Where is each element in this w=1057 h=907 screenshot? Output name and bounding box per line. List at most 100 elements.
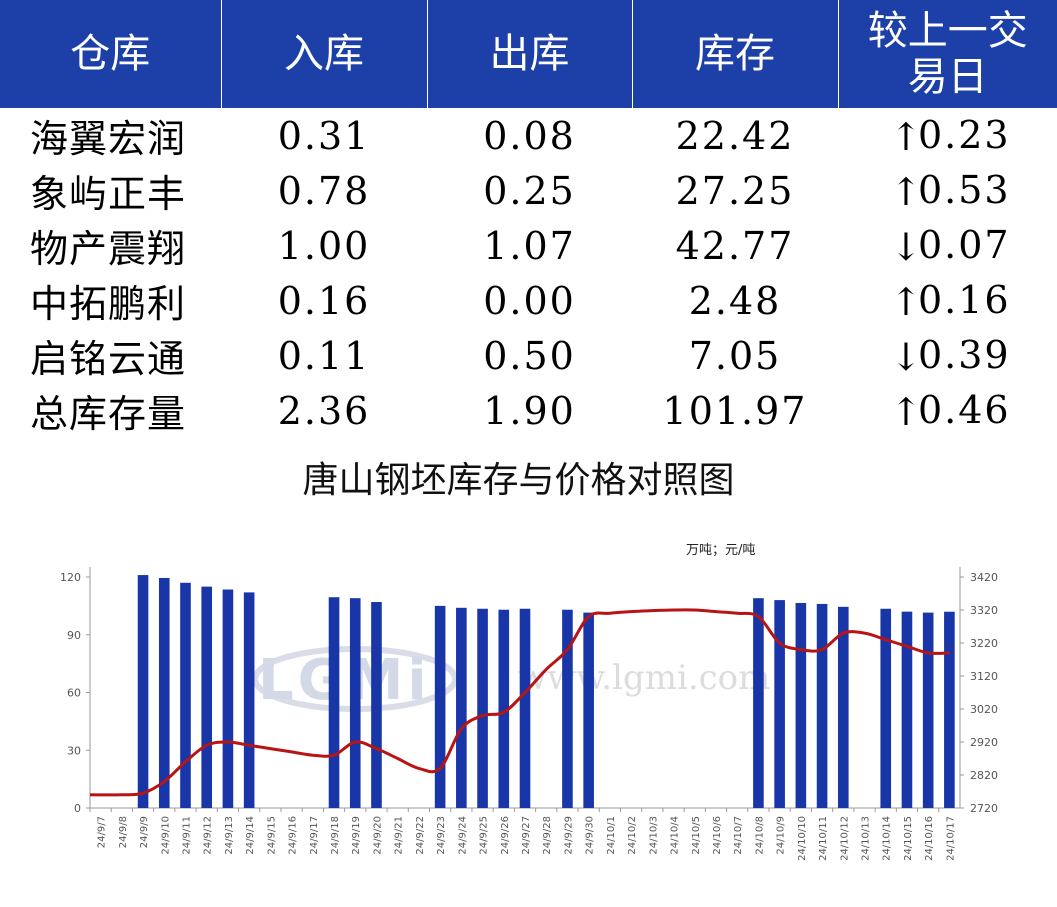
bar (944, 611, 955, 808)
bar (562, 609, 573, 808)
price-line (89, 608, 950, 797)
inbound-cell: 0.78 (277, 168, 371, 213)
change-value: 0.16 (918, 277, 1011, 322)
stock-cell: 101.97 (662, 388, 808, 433)
inbound-cell: 0.11 (277, 333, 371, 378)
x-tick-label: 24/10/2 (627, 816, 638, 855)
x-tick-label: 24/9/9 (139, 816, 150, 848)
bar (456, 607, 467, 808)
chart-section: 唐山钢坯库存与价格对照图 LGMi www.lgmi.com 万吨；元/吨 0 30 60… (0, 427, 1057, 907)
x-tick-label: 24/10/12 (839, 816, 850, 861)
change-cell: ↑0.46 (838, 383, 1057, 438)
chart-svg: LGMi www.lgmi.com 万吨；元/吨 0 30 60 90 120 2720 2820… (60, 543, 998, 861)
warehouse-name-cell: 启铭云通 (30, 337, 187, 381)
table-row: 海翼宏润 0.31 0.08 22.42 ↑0.23 (0, 108, 1057, 163)
bar (498, 609, 510, 808)
arrow-up-icon: ↑ (890, 114, 924, 159)
x-tick-label: 24/9/15 (266, 816, 277, 855)
x-tick-label: 24/9/20 (372, 816, 383, 855)
y-right-tick-label: 3220 (970, 637, 998, 650)
change-cell: ↑0.53 (838, 163, 1057, 218)
y-right-tick-label: 3320 (970, 604, 998, 617)
x-tick-label: 24/10/9 (776, 816, 787, 855)
x-tick-label: 24/10/4 (670, 816, 681, 855)
x-tick-label: 24/9/17 (309, 816, 320, 855)
table-header-row: 仓库 入库 出库 库存 较上一交 易日 (0, 0, 1057, 108)
inbound-cell: 1.00 (277, 223, 371, 268)
x-tick-label: 24/9/28 (542, 816, 553, 855)
x-tick-label: 24/9/24 (457, 816, 468, 855)
table-row: 中拓鹏利 0.16 0.00 2.48 ↑0.16 (0, 273, 1057, 328)
outbound-cell: 1.07 (483, 223, 576, 268)
outbound-cell: 0.25 (483, 168, 576, 213)
bar (201, 586, 213, 808)
table-row: 象屿正丰 0.78 0.25 27.25 ↑0.53 (0, 163, 1057, 218)
bar (371, 602, 382, 808)
warehouse-name-cell: 海翼宏润 (30, 117, 187, 161)
x-tick-label: 24/10/8 (754, 816, 765, 855)
x-tick-label: 24/9/30 (585, 816, 596, 855)
y-right-tick-label: 3120 (970, 670, 998, 683)
warehouse-name-cell: 总库存量 (30, 392, 187, 436)
x-tick-label: 24/10/6 (712, 816, 723, 855)
y-left-tick-label: 120 (60, 571, 81, 584)
x-tick-label: 24/9/14 (245, 816, 256, 855)
x-tick-label: 24/10/10 (797, 816, 808, 861)
x-tick-label: 24/9/27 (521, 816, 532, 855)
bar (477, 608, 488, 808)
bar (816, 603, 828, 808)
change-value: 0.39 (918, 332, 1011, 377)
bar (519, 608, 531, 808)
bar (795, 602, 807, 808)
y-left-tick-label: 90 (67, 629, 81, 642)
arrow-up-icon: ↑ (890, 279, 924, 324)
change-value: 0.07 (918, 222, 1011, 267)
warehouse-name-cell: 象屿正丰 (30, 172, 187, 216)
header-change: 较上一交 易日 (838, 0, 1057, 108)
bar (137, 575, 149, 808)
stock-cell: 42.77 (675, 223, 795, 268)
header-outbound: 出库 (427, 0, 633, 108)
x-tick-label: 24/9/8 (118, 816, 129, 848)
bar (774, 600, 785, 808)
y-left-tick-label: 0 (74, 802, 81, 815)
watermark-logo: LGMi (258, 648, 431, 713)
bar (158, 577, 170, 808)
change-cell: ↓0.39 (838, 328, 1057, 383)
x-tick-label: 24/9/16 (288, 816, 299, 855)
x-tick-label: 24/9/22 (415, 816, 426, 855)
chart-title: 唐山钢坯库存与价格对照图 (302, 460, 735, 501)
x-tick-label: 24/10/14 (882, 816, 893, 861)
x-tick-label: 24/9/18 (330, 816, 341, 855)
y-right-tick-label: 2820 (970, 769, 998, 782)
bar (222, 589, 234, 808)
table-row: 总库存量 2.36 1.90 101.97 ↑0.46 (0, 383, 1057, 438)
bar-series (137, 575, 955, 808)
y-right-tick-label: 2720 (970, 802, 998, 815)
y-right-tick-label: 3020 (970, 703, 998, 716)
x-tick-label: 24/10/5 (691, 816, 702, 855)
outbound-cell: 0.50 (483, 333, 576, 378)
x-tick-label: 24/9/26 (500, 816, 511, 855)
arrow-down-icon: ↓ (890, 224, 924, 269)
y-right-tick-label: 2920 (970, 736, 998, 749)
header-change-line: 较上一交 (867, 8, 1028, 54)
header-inbound: 入库 (221, 0, 428, 108)
x-tick-label: 24/9/7 (97, 816, 108, 848)
x-tick-label: 24/9/11 (181, 816, 192, 855)
x-tick-label: 24/9/25 (479, 816, 490, 855)
x-tick-label: 24/10/11 (818, 816, 829, 861)
table-row: 启铭云通 0.11 0.50 7.05 ↓0.39 (0, 328, 1057, 383)
unit-label: 万吨；元/吨 (686, 543, 755, 558)
change-cell: ↑0.23 (838, 108, 1057, 163)
stock-cell: 2.48 (688, 278, 782, 323)
change-cell: ↑0.16 (838, 273, 1057, 328)
x-tick-label: 24/10/16 (924, 816, 935, 861)
x-tick-label: 24/10/17 (945, 816, 956, 861)
x-tick-label: 24/9/19 (351, 816, 362, 855)
y-left-tick-label: 30 (67, 744, 81, 757)
x-tick-label: 24/10/1 (606, 816, 617, 855)
x-tick-label: 24/10/15 (903, 816, 914, 861)
warehouse-name-cell: 中拓鹏利 (30, 282, 187, 326)
x-tick-label: 24/9/10 (160, 816, 171, 855)
